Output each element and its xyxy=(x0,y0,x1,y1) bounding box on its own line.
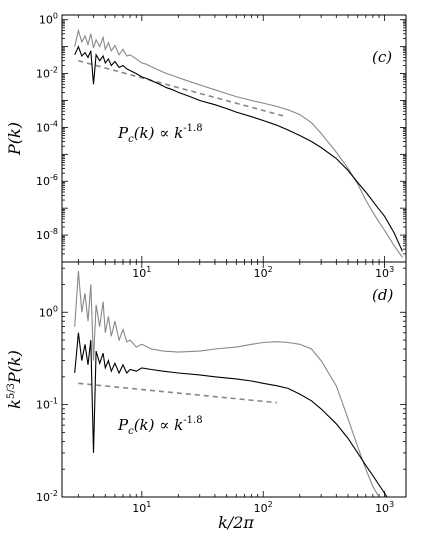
panel-label: (c) xyxy=(372,48,392,66)
y-tick-label: 10-2 xyxy=(36,66,58,81)
x-tick-label: 103 xyxy=(375,265,394,280)
power-law-annotation: Pc(k) ∝ k-1.8 xyxy=(117,415,203,437)
y-tick-label: 10-1 xyxy=(36,397,58,412)
y-axis-label: k5/3P(k) xyxy=(5,350,24,409)
x-tick-label: 101 xyxy=(132,265,151,280)
y-tick-label: 100 xyxy=(39,12,58,27)
series-line-black xyxy=(74,45,403,252)
panel-d: 101 102 103 100 10-1 10-2 (d) Pc(k) ∝ k-1.8 k5/3… xyxy=(5,261,407,515)
panel-label: (d) xyxy=(372,286,393,304)
series-line-gray xyxy=(74,270,380,497)
y-tick-label: 10-2 xyxy=(36,489,58,504)
y-tick-label: 100 xyxy=(39,304,58,319)
series-line-black xyxy=(74,332,388,497)
x-tick-label: 102 xyxy=(254,500,273,515)
x-tick-label: 101 xyxy=(132,500,151,515)
y-axis-label: P(k) xyxy=(5,122,24,156)
power-law-annotation: Pc(k) ∝ k-1.8 xyxy=(117,123,203,145)
x-axis-label: k/2π xyxy=(218,513,254,532)
series-line-gray xyxy=(74,28,403,258)
y-tick-label: 10-4 xyxy=(36,119,58,134)
plot-frame xyxy=(61,14,407,263)
x-tick-label: 102 xyxy=(254,265,273,280)
y-tick-label: 10-8 xyxy=(36,227,58,242)
panel-c: 101 102 103 100 10-2 10-4 10-6 10-8 (c) Pc(k) ∝ k… xyxy=(5,12,407,280)
x-tick-label: 103 xyxy=(375,500,394,515)
reference-power-law-line xyxy=(78,382,278,404)
reference-power-law-line xyxy=(78,59,285,118)
plot-frame xyxy=(61,261,407,498)
y-tick-label: 10-6 xyxy=(36,173,58,188)
